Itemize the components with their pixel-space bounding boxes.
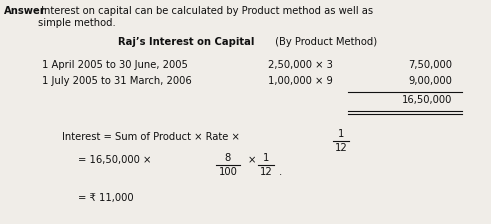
Text: Answer: Answer	[4, 6, 46, 16]
Text: = 16,50,000 ×: = 16,50,000 ×	[78, 155, 151, 165]
Text: .: .	[279, 167, 282, 177]
Text: 1,00,000 × 9: 1,00,000 × 9	[268, 76, 333, 86]
Text: 1 July 2005 to 31 March, 2006: 1 July 2005 to 31 March, 2006	[42, 76, 192, 86]
Text: 2,50,000 × 3: 2,50,000 × 3	[268, 60, 333, 70]
Text: 12: 12	[335, 143, 347, 153]
Text: 1: 1	[263, 153, 269, 163]
Text: = ₹ 11,000: = ₹ 11,000	[78, 193, 134, 203]
Text: 16,50,000: 16,50,000	[402, 95, 452, 105]
Text: Interest = Sum of Product × Rate ×: Interest = Sum of Product × Rate ×	[62, 132, 240, 142]
Text: (By Product Method): (By Product Method)	[272, 37, 377, 47]
Text: 1 April 2005 to 30 June, 2005: 1 April 2005 to 30 June, 2005	[42, 60, 188, 70]
Text: ×: ×	[248, 155, 256, 165]
Text: 1: 1	[338, 129, 344, 139]
Text: 9,00,000: 9,00,000	[408, 76, 452, 86]
Text: 7,50,000: 7,50,000	[408, 60, 452, 70]
Text: Raj’s Interest on Capital: Raj’s Interest on Capital	[118, 37, 254, 47]
Text: 8: 8	[225, 153, 231, 163]
Text: Interest on capital can be calculated by Product method as well as
simple method: Interest on capital can be calculated by…	[38, 6, 373, 28]
Text: 12: 12	[260, 167, 273, 177]
Text: 100: 100	[218, 167, 238, 177]
